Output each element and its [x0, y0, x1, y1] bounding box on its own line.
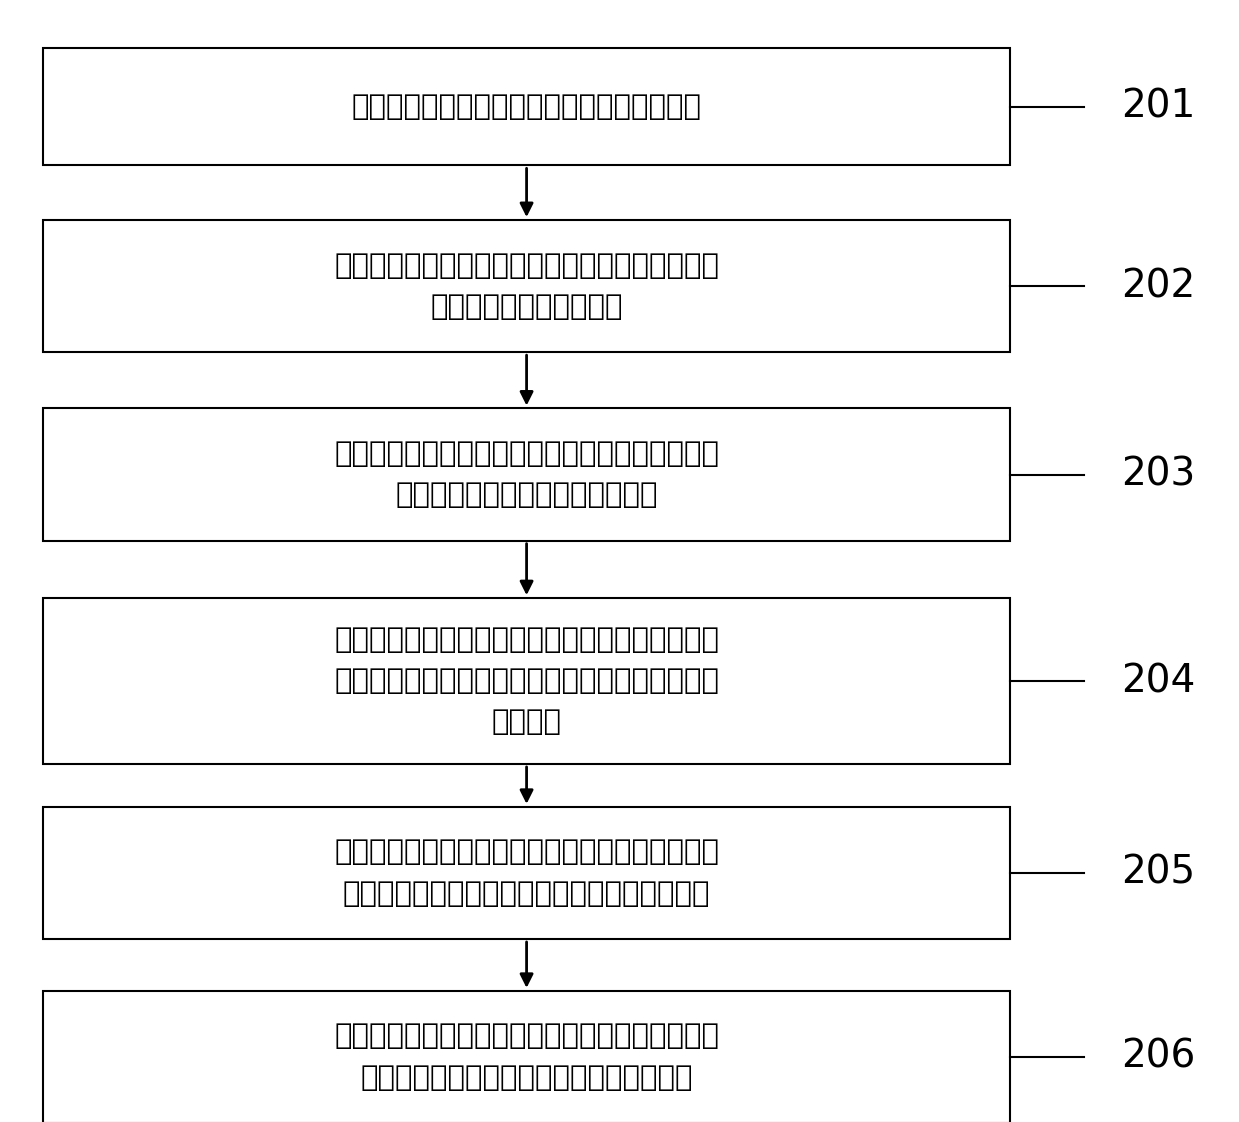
Text: 根据所述实际配料重量计算满足预设精度要求的目
标配料参数，并以其更新所述当前配料参数: 根据所述实际配料重量计算满足预设精度要求的目 标配料参数，并以其更新所述当前配料…: [335, 1022, 719, 1092]
Text: 203: 203: [1121, 456, 1196, 494]
Bar: [43, 807, 1010, 939]
Bar: [43, 408, 1010, 541]
Text: 根据所述预设历史配料表中的各个历史配料重量，
确定所述配料机对应的各个校准点: 根据所述预设历史配料表中的各个历史配料重量， 确定所述配料机对应的各个校准点: [335, 440, 719, 509]
Text: 判断配料机的当前工作状态是否达到预设条件: 判断配料机的当前工作状态是否达到预设条件: [352, 93, 701, 120]
Bar: [43, 220, 1010, 352]
Text: 206: 206: [1121, 1038, 1196, 1076]
Text: 201: 201: [1121, 88, 1196, 126]
Bar: [43, 991, 1010, 1122]
Text: 根据计算的实际电机转动角度驱动所述配料机电机
转动，得到所述各个校准点对应的实际配料重量: 根据计算的实际电机转动角度驱动所述配料机电机 转动，得到所述各个校准点对应的实际…: [335, 838, 719, 908]
Text: 202: 202: [1121, 267, 1196, 305]
Text: 204: 204: [1121, 662, 1196, 700]
Text: 若达到所述预设条件，则获取所述配料机的预设历
史配料表和当前配料参数: 若达到所述预设条件，则获取所述配料机的预设历 史配料表和当前配料参数: [335, 251, 719, 321]
Text: 根据所述各个校准点对应的历史配料重量和所述当
前配料参数，计算所述各个校准点对应的实际电机
转动角度: 根据所述各个校准点对应的历史配料重量和所述当 前配料参数，计算所述各个校准点对应…: [335, 626, 719, 736]
Bar: [43, 598, 1010, 764]
Text: 205: 205: [1121, 854, 1196, 892]
Bar: [43, 47, 1010, 166]
